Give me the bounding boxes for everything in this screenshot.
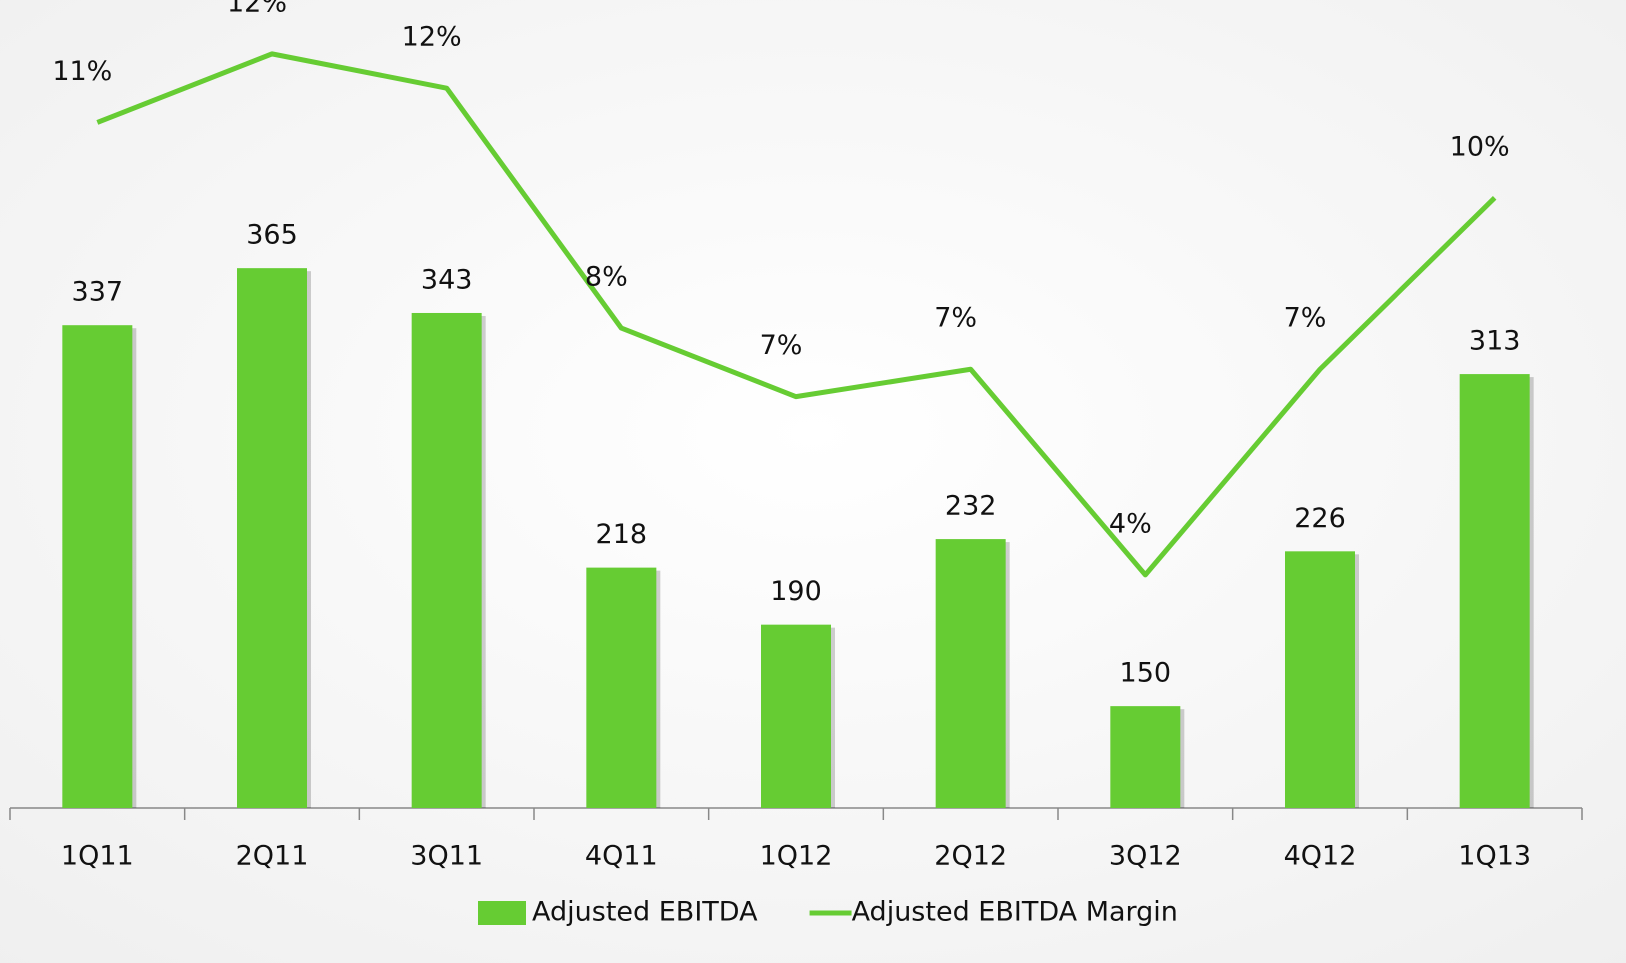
x-tick-label: 3Q11 bbox=[410, 841, 483, 872]
bar bbox=[761, 624, 831, 808]
legend-swatch bbox=[478, 901, 526, 925]
x-tick-label: 2Q11 bbox=[236, 841, 309, 872]
x-tick-label: 3Q12 bbox=[1109, 841, 1182, 872]
x-tick-label: 4Q12 bbox=[1284, 841, 1357, 872]
line-label: 11% bbox=[52, 56, 112, 87]
bar bbox=[1110, 706, 1181, 808]
x-tick-label: 4Q11 bbox=[585, 841, 658, 872]
bar-label: 232 bbox=[945, 491, 997, 522]
line-label: 12% bbox=[402, 22, 462, 53]
bar-label: 313 bbox=[1469, 326, 1521, 357]
legend-label: Adjusted EBITDA bbox=[532, 897, 758, 928]
bar bbox=[586, 567, 657, 808]
line-label: 10% bbox=[1450, 131, 1510, 162]
x-tick-label: 1Q11 bbox=[61, 841, 134, 872]
bar bbox=[935, 539, 1006, 808]
bar bbox=[1459, 374, 1530, 808]
bar-label: 150 bbox=[1120, 658, 1172, 689]
x-tick-label: 1Q12 bbox=[760, 841, 833, 872]
legend-label: Adjusted EBITDA Margin bbox=[852, 897, 1178, 928]
bar bbox=[1285, 551, 1355, 808]
line-label: 7% bbox=[934, 303, 977, 334]
bar bbox=[62, 325, 133, 808]
x-tick-label: 1Q13 bbox=[1458, 841, 1531, 872]
bar-label: 365 bbox=[246, 220, 298, 251]
line-label: 8% bbox=[585, 262, 628, 293]
bar-label: 218 bbox=[596, 519, 648, 550]
line-label: 4% bbox=[1109, 508, 1152, 539]
bar-label: 190 bbox=[770, 576, 822, 607]
bar-label: 226 bbox=[1294, 503, 1346, 534]
bar-label: 343 bbox=[421, 264, 473, 295]
line-label: 7% bbox=[1284, 303, 1327, 334]
x-tick-label: 2Q12 bbox=[934, 841, 1007, 872]
bar bbox=[237, 268, 307, 809]
line bbox=[96, 51, 1497, 578]
bar bbox=[411, 312, 482, 808]
line-label: 12% bbox=[227, 0, 287, 18]
line-label: 7% bbox=[760, 330, 803, 361]
bar-label: 337 bbox=[72, 277, 124, 308]
